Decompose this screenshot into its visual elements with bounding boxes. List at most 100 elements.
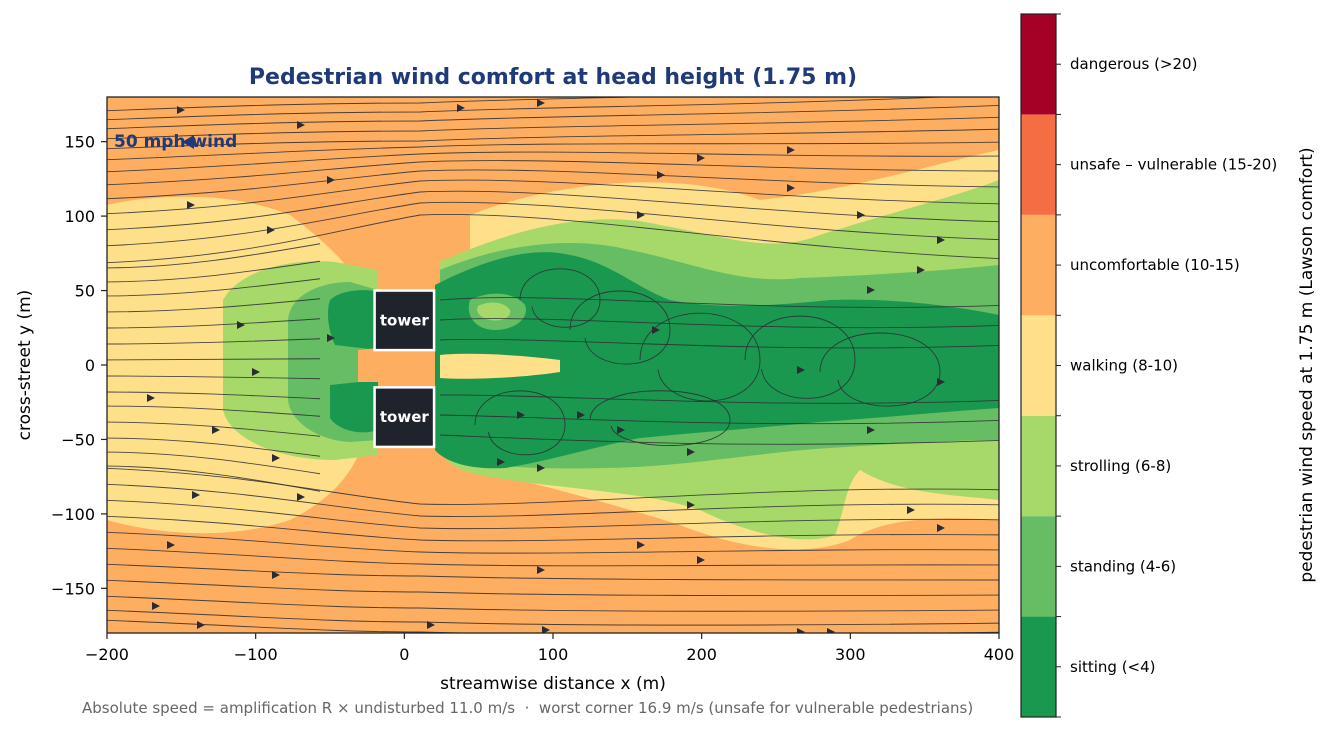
streamline [107, 318, 321, 329]
streamline-arrow [272, 571, 280, 579]
x-tick-label: −200 [85, 645, 129, 664]
colorbar-tick-label: standing (4-6) [1070, 557, 1176, 575]
zone-strolling-wake-spot [477, 302, 511, 321]
streamline [107, 405, 321, 417]
streamline [589, 390, 731, 446]
y-tick-label: −50 [61, 430, 95, 449]
streamline [107, 451, 321, 475]
streamline [107, 619, 999, 633]
streamline [107, 151, 999, 173]
streamline-arrow [267, 226, 275, 234]
streamline [107, 243, 321, 269]
streamline [107, 531, 999, 554]
streamline-arrow [917, 266, 925, 274]
building-tower [373, 386, 436, 449]
colorbar-swatch [1021, 114, 1056, 215]
streamline [107, 179, 999, 215]
y-tick-label: 50 [75, 282, 95, 301]
streamline-arrow [517, 411, 525, 419]
streamline-arrow [857, 211, 865, 219]
streamline [439, 414, 999, 425]
streamline [107, 260, 321, 283]
streamline-arrow [687, 501, 695, 509]
streamline-arrow [542, 626, 550, 633]
streamline-arrow [827, 628, 835, 633]
colorbar: sitting (<4) standing (4-6) strolling (6-8… [1020, 13, 1277, 718]
streamline-arrow [797, 628, 805, 633]
streamline [107, 421, 321, 437]
streamline-arrow [537, 99, 545, 107]
streamline [107, 338, 321, 345]
colorbar-swatch [1021, 415, 1056, 517]
streamline [439, 297, 999, 308]
streamline [107, 437, 321, 457]
zone-uncomfortable-gap [358, 348, 378, 382]
colorbar-swatch [1021, 214, 1056, 316]
y-axis: 150 100 50 0 −50 −100 −150 [51, 133, 107, 598]
streamline [107, 141, 999, 161]
streamline-arrow [867, 286, 875, 294]
streamline [107, 160, 999, 186]
footnote: Absolute speed = amplification R × undis… [82, 699, 973, 717]
y-tick-label: 100 [64, 207, 95, 226]
plot-area [107, 97, 999, 633]
x-axis: −200 −100 0 100 200 300 400 [85, 633, 1014, 664]
streamline [107, 375, 321, 380]
streamline [107, 483, 999, 517]
streamline-arrow [167, 541, 175, 549]
streamline [439, 338, 999, 349]
streamline [107, 128, 999, 150]
y-tick-label: −150 [51, 579, 95, 598]
streamline-arrow [297, 121, 305, 129]
wind-arrow-icon [182, 135, 194, 149]
streamline [107, 104, 999, 130]
streamline-arrow [867, 426, 875, 434]
streamline-arrow [177, 106, 185, 114]
streamline-arrow [697, 556, 705, 564]
streamline [439, 394, 999, 404]
x-tick-label: 200 [686, 645, 717, 664]
streamline [107, 97, 954, 121]
streamline [107, 467, 999, 505]
building-label: tower [380, 311, 430, 329]
colorbar-tick-label: dangerous (>20) [1070, 55, 1197, 73]
streamline [107, 97, 652, 112]
streamline-arrow [937, 524, 945, 532]
streamline-arrow [427, 621, 435, 629]
colorbar-swatch [1021, 616, 1056, 717]
buildings: tower tower [373, 289, 436, 449]
streamline-arrow [497, 458, 505, 466]
streamline-arrow [637, 541, 645, 549]
streamline-arrow [797, 366, 805, 374]
y-tick-label: 0 [85, 356, 95, 375]
streamline [107, 579, 999, 597]
streamline-arrow [327, 176, 335, 184]
streamline [107, 465, 321, 492]
streamline-arrow [687, 448, 695, 456]
streamline [639, 312, 761, 402]
streamline-arrow [272, 454, 280, 462]
streamline-arrow [457, 104, 465, 112]
streamline [439, 434, 999, 445]
y-tick-label: −100 [51, 505, 95, 524]
streamline [107, 609, 999, 626]
streamline [107, 499, 999, 530]
streamline [439, 318, 999, 329]
colorbar-tick-label: strolling (6-8) [1070, 457, 1171, 475]
streamline-arrow [787, 184, 795, 192]
streamline-arrow [212, 426, 220, 434]
streamline-arrow [252, 368, 260, 376]
streamline-arrow [192, 491, 200, 499]
streamline [107, 213, 999, 264]
streamline [107, 190, 999, 231]
zone-sitting-wake [435, 252, 999, 469]
streamline-arrow [937, 378, 945, 386]
x-tick-label: −100 [234, 645, 278, 664]
colorbar-tick-label: walking (8-10) [1070, 357, 1178, 375]
x-tick-label: 0 [399, 645, 409, 664]
streamline-arrow [657, 171, 665, 179]
colorbar-swatch [1021, 14, 1056, 115]
streamline-arrow [152, 602, 160, 610]
colorbar-swatch [1021, 516, 1056, 617]
